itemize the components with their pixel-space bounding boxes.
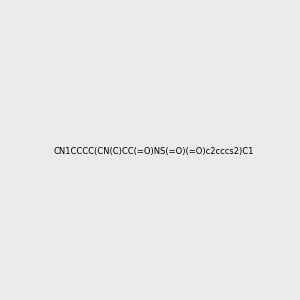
- Text: CN1CCCC(CN(C)CC(=O)NS(=O)(=O)c2cccs2)C1: CN1CCCC(CN(C)CC(=O)NS(=O)(=O)c2cccs2)C1: [54, 147, 254, 156]
